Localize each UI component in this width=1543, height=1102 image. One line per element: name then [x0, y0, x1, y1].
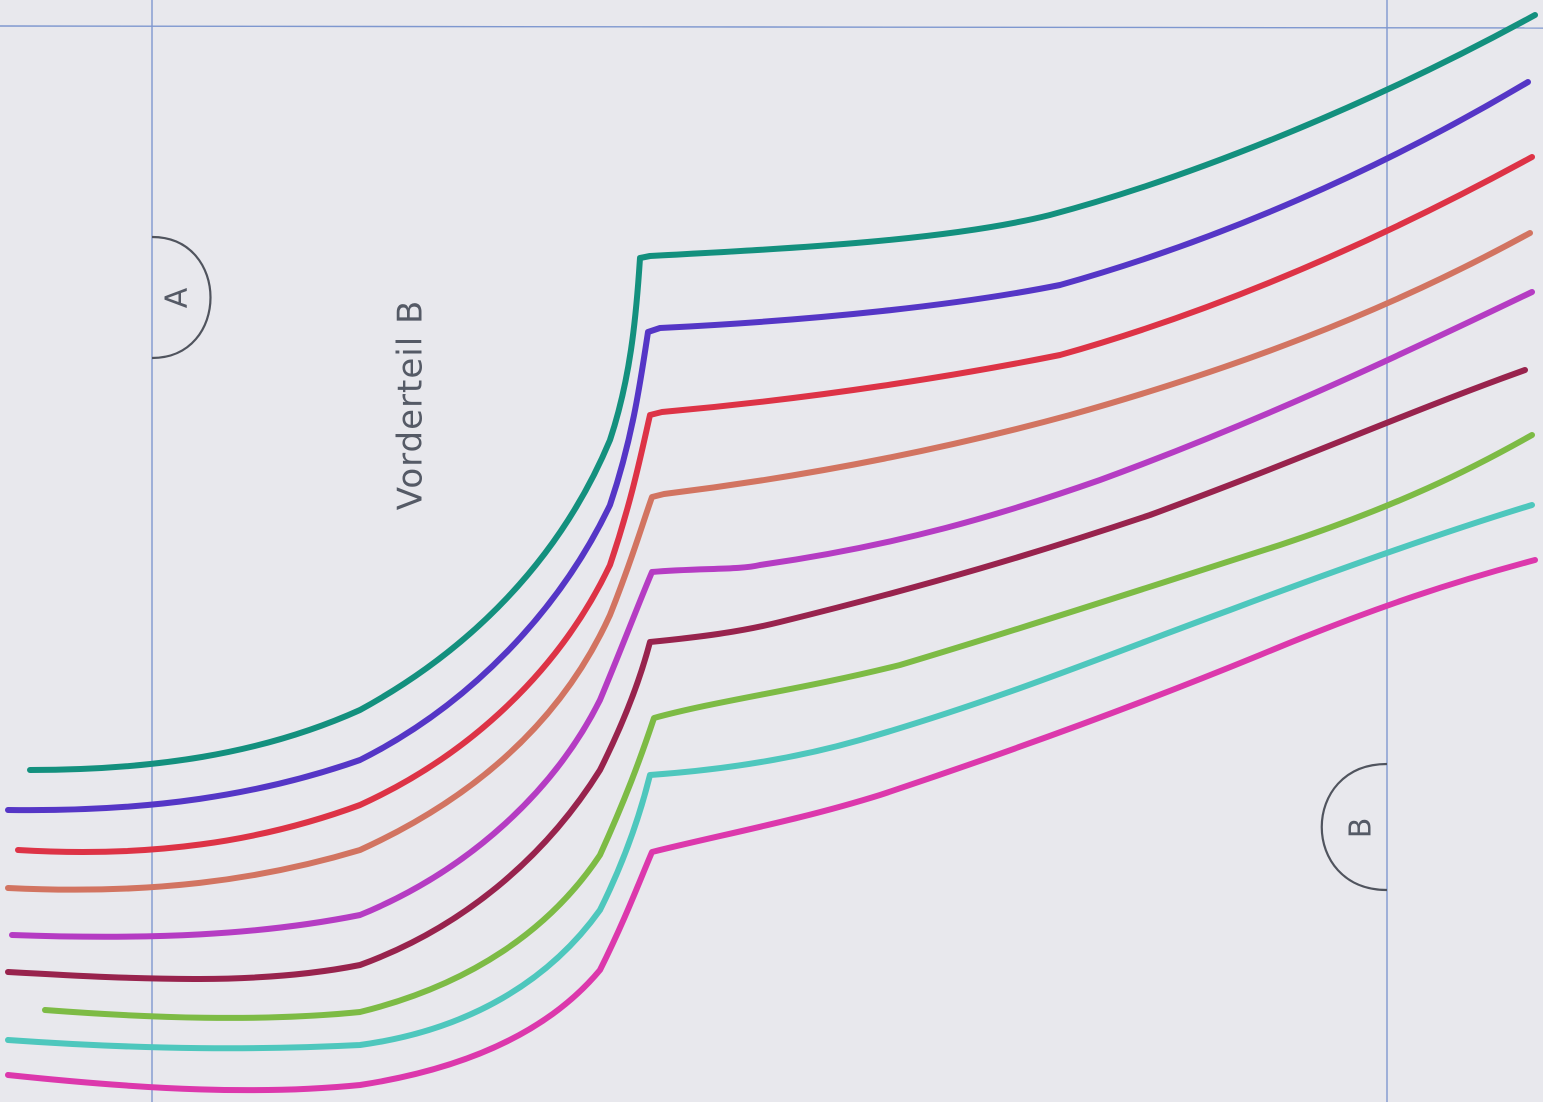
- size-line: [15, 154, 1535, 856]
- marker-b: B: [1320, 762, 1388, 892]
- guide-line-top: [0, 25, 1543, 29]
- size-line: [5, 502, 1535, 1052]
- piece-title: Vorderteil B: [391, 300, 431, 511]
- size-line: [9, 289, 1535, 940]
- size-lines: [5, 12, 1538, 1094]
- size-line: [5, 230, 1533, 893]
- size-line: [27, 12, 1538, 773]
- size-line: [42, 432, 1535, 1021]
- size-line: [5, 557, 1538, 1094]
- marker-a-label: A: [160, 287, 195, 308]
- marker-b-arc: [1320, 762, 1388, 892]
- size-line: [5, 367, 1528, 983]
- marker-a: A: [151, 235, 212, 360]
- marker-b-label: B: [1344, 818, 1379, 839]
- size-line: [5, 79, 1531, 814]
- marker-a-arc: [151, 235, 212, 360]
